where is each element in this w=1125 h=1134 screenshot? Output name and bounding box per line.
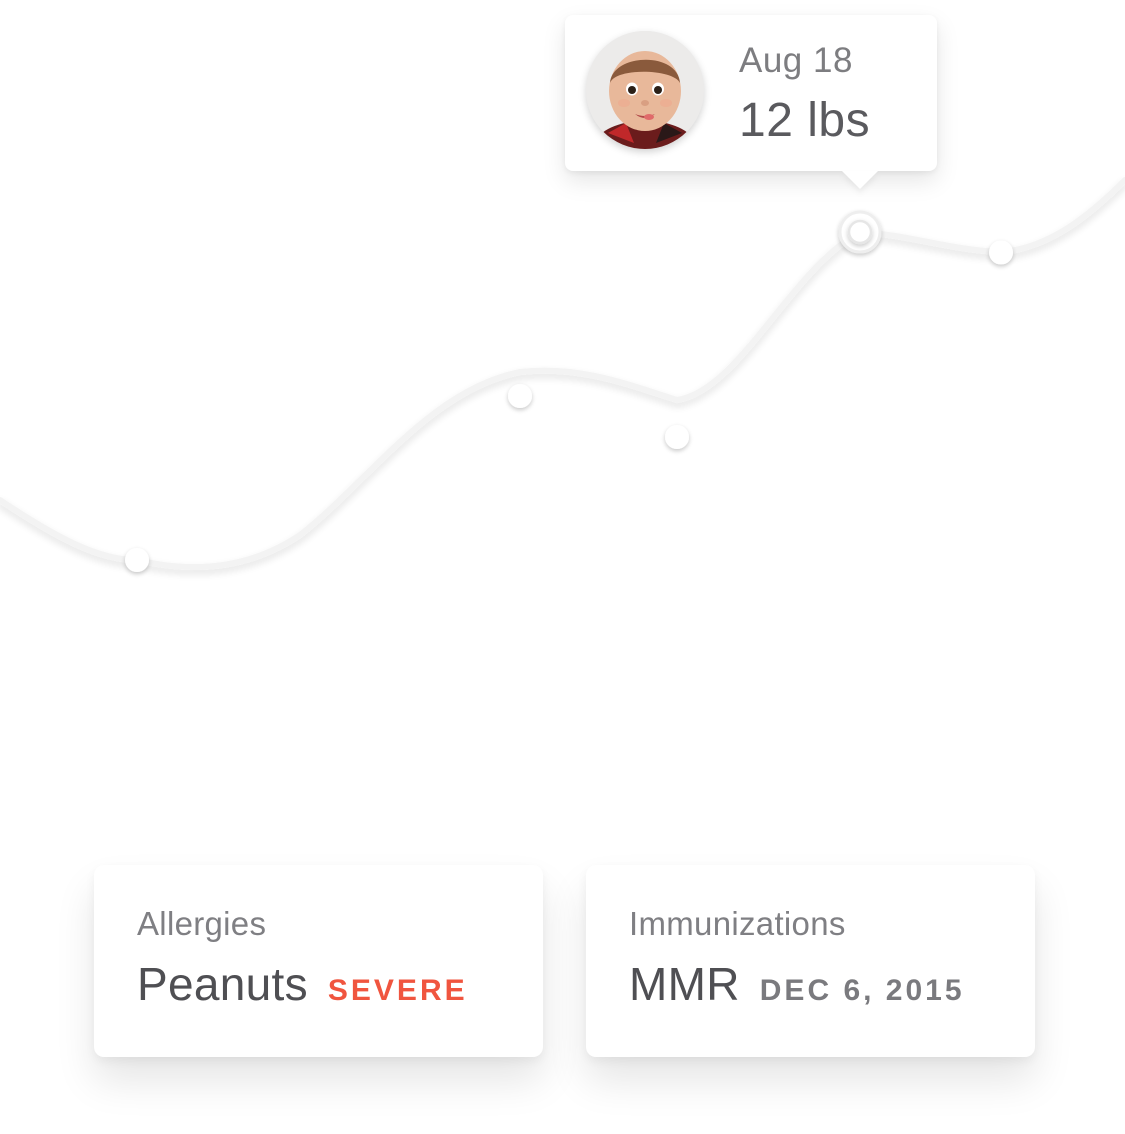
tooltip-date: Aug 18 — [739, 41, 853, 80]
tooltip-pointer — [842, 171, 878, 189]
immunizations-value-row: MMR DEC 6, 2015 — [629, 957, 965, 1011]
allergy-name: Peanuts — [137, 958, 308, 1010]
allergies-card[interactable]: Allergies Peanuts SEVERE — [94, 865, 543, 1057]
data-point[interactable] — [665, 425, 689, 449]
baby-photo-icon — [586, 31, 704, 149]
immunization-date: DEC 6, 2015 — [759, 974, 965, 1007]
data-point-tooltip: Aug 18 12 lbs — [565, 15, 937, 189]
allergy-severity-badge: SEVERE — [327, 974, 468, 1007]
data-point[interactable] — [508, 384, 532, 408]
data-point-selected[interactable] — [847, 219, 873, 245]
data-point[interactable] — [125, 548, 149, 572]
immunizations-card[interactable]: Immunizations MMR DEC 6, 2015 — [586, 865, 1035, 1057]
tooltip-weight: 12 lbs — [739, 94, 871, 147]
allergies-value-row: Peanuts SEVERE — [137, 957, 468, 1011]
data-point[interactable] — [989, 240, 1013, 265]
weight-trend-line — [0, 177, 1125, 570]
immunizations-label: Immunizations — [629, 905, 846, 942]
baby-avatar[interactable] — [586, 31, 704, 149]
allergies-label: Allergies — [137, 905, 267, 942]
immunization-name: MMR — [629, 958, 740, 1010]
